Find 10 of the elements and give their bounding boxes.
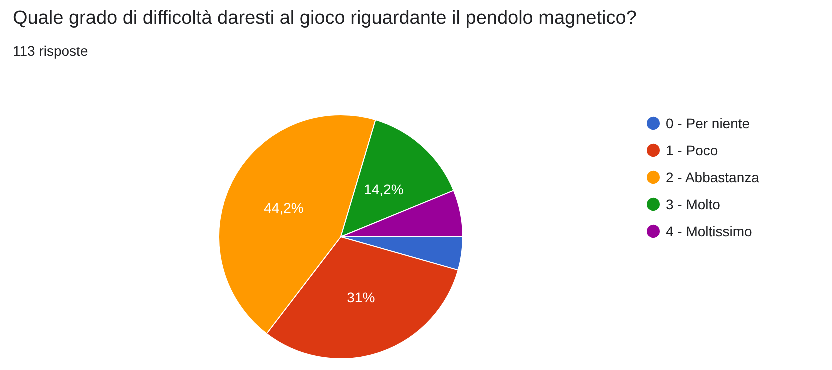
data-label: 44,2%	[264, 200, 304, 216]
legend-label: 1 - Poco	[666, 142, 718, 158]
data-label: 31%	[347, 290, 376, 306]
data-label: 14,2%	[364, 182, 404, 198]
legend-label: 0 - Per niente	[666, 116, 750, 132]
legend-label: 4 - Moltissimo	[666, 224, 753, 240]
legend-label: 2 - Abbastanza	[666, 170, 760, 186]
chart-title: Quale grado di difficoltà daresti al gioco riguardante il pendolo magnetico?	[13, 8, 637, 29]
text: 113 risposte	[13, 43, 88, 59]
legend-label: 3 - Molto	[666, 196, 721, 212]
